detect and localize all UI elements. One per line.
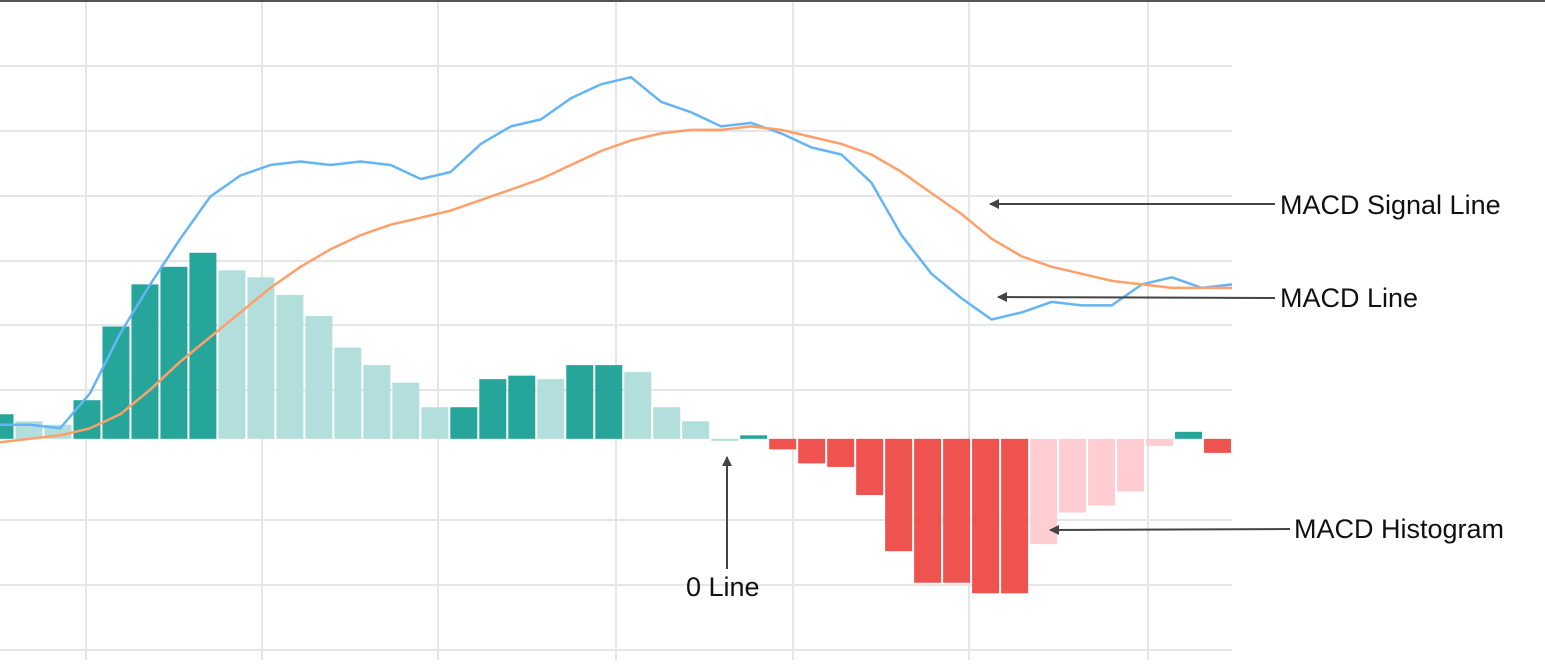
histogram-bar [827, 438, 855, 467]
histogram-bar [276, 294, 304, 439]
macd-line-label: MACD Line [1280, 283, 1418, 313]
macd-line-arrow [997, 292, 1276, 303]
macd-line [0, 75, 1233, 430]
histogram-bar [450, 407, 478, 439]
histogram-bar [566, 365, 594, 439]
histogram-bar [1146, 438, 1174, 446]
histogram-bar [305, 315, 333, 439]
histogram-bar [624, 372, 652, 439]
histogram-bar [218, 270, 246, 439]
histogram-label: MACD Histogram [1294, 514, 1504, 544]
histogram-bar [508, 375, 536, 439]
annotations: MACD Signal Line MACD Line 0 Line MACD H… [686, 190, 1504, 602]
histogram-bar [943, 438, 971, 583]
histogram-bar [363, 365, 391, 439]
histogram-bar [740, 435, 768, 439]
histogram-bar [479, 379, 507, 439]
histogram-bar [1088, 438, 1116, 506]
histogram-bar [189, 252, 217, 439]
signal-line-label: MACD Signal Line [1280, 190, 1501, 220]
histogram-bar [914, 438, 942, 583]
histogram-bar [682, 421, 710, 439]
histogram-bar [1059, 438, 1087, 513]
histogram-bar [0, 414, 14, 439]
signal-line [0, 125, 1232, 444]
histogram-bar [247, 277, 275, 439]
histogram-bar [421, 407, 449, 439]
histogram-bar [595, 365, 623, 439]
histogram-bar [334, 347, 362, 439]
histogram-bar [769, 438, 797, 450]
histogram-bar [537, 379, 565, 439]
histogram-bar [972, 438, 1000, 594]
histogram-bar [798, 438, 826, 464]
histogram-bar [1030, 438, 1058, 545]
histogram-arrow [1049, 524, 1291, 535]
histogram-bar [1204, 438, 1231, 453]
histogram-bar [1175, 431, 1203, 439]
histogram-bar [856, 438, 884, 495]
histogram-bar [392, 382, 420, 439]
histogram-bar [1001, 438, 1029, 594]
histogram-bar [885, 438, 913, 552]
histogram-bar [653, 407, 681, 439]
histogram-bar [1117, 438, 1145, 492]
histogram-bar [160, 266, 188, 439]
series-lines [0, 75, 1233, 444]
histogram-bar [711, 438, 739, 441]
zero-line-label: 0 Line [686, 572, 760, 602]
